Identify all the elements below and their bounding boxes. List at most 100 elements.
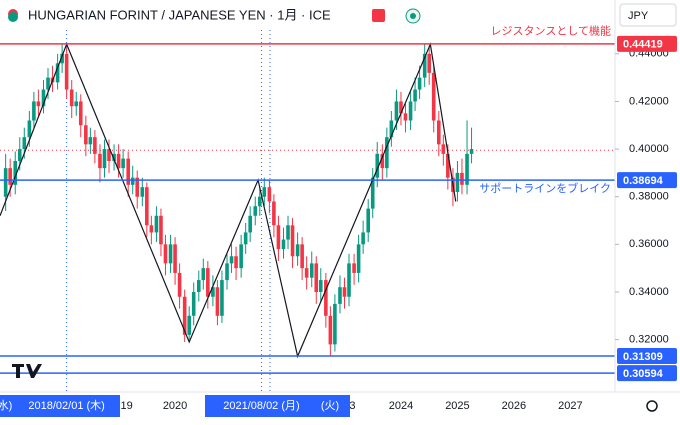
candle-body (17, 149, 22, 161)
candle-body (36, 101, 41, 107)
candle-body (342, 287, 347, 297)
x-tick-label: 19 (120, 400, 132, 412)
candle-body (159, 215, 163, 245)
symbol-title[interactable]: HUNGARIAN FORINT / JAPANESE YEN · 1月 · I… (28, 7, 331, 22)
candle-body (32, 101, 36, 121)
price-label-text: 0.44419 (623, 39, 663, 51)
candle-body (173, 244, 177, 273)
candle-body (154, 215, 159, 233)
candle-body (272, 201, 276, 226)
candle-body (328, 315, 333, 345)
candle-body (338, 287, 342, 304)
candle-body (78, 101, 83, 126)
candle-body (27, 120, 32, 138)
candle-body (102, 149, 107, 169)
candle-body (469, 149, 474, 154)
candle-body (220, 280, 224, 316)
candle-body (69, 89, 74, 107)
flag-button[interactable] (372, 9, 385, 22)
crosshair-date: (水) (0, 399, 12, 412)
currency-dropdown[interactable] (619, 3, 677, 27)
candle-body (356, 244, 361, 273)
price-label-text: 0.30594 (623, 368, 664, 380)
x-tick-label: 2024 (389, 400, 413, 412)
plot-area (0, 30, 615, 392)
candle-body (413, 89, 417, 102)
x-tick-label: 3 (349, 400, 355, 412)
annotation: レジスタンスとして機能 (491, 24, 611, 38)
candle-body (121, 158, 125, 169)
price-label-text: 0.31309 (623, 351, 663, 363)
candle-body (347, 263, 351, 297)
price-axis (615, 0, 680, 392)
candle-body (309, 263, 314, 278)
candle-body (441, 144, 446, 154)
candle-body (446, 153, 450, 178)
x-tick-label: 2027 (558, 400, 582, 412)
candle-body (41, 89, 46, 107)
candle-body (427, 53, 432, 73)
candle-body (385, 137, 389, 169)
candle-body (399, 101, 403, 114)
candle-body (145, 187, 149, 226)
candle-body (267, 187, 272, 202)
candle-body (211, 287, 215, 297)
candle-body (140, 187, 145, 197)
candle-body (229, 256, 234, 264)
price-label-text: 0.38694 (623, 175, 664, 187)
candle-body (196, 280, 201, 292)
candle-body (243, 232, 248, 245)
candle-body (225, 263, 229, 281)
candle-body (262, 187, 267, 197)
candle-body (135, 177, 140, 197)
candle-body (187, 315, 191, 335)
candle-body (403, 113, 408, 121)
candle-body (248, 215, 252, 233)
candle-body (417, 77, 422, 90)
candle-body (149, 225, 154, 233)
y-tick-label: 0.40000 (629, 143, 669, 155)
candle-body (394, 101, 399, 121)
candle-body (431, 72, 436, 121)
logo (12, 364, 42, 378)
crosshair-date: 2018/02/01 (木) (28, 399, 104, 412)
candle-body (253, 206, 258, 216)
candle-body (389, 120, 394, 138)
candle-body (281, 239, 286, 250)
candle-body (22, 137, 27, 150)
symbol-icon (8, 12, 18, 22)
candle-body (408, 101, 413, 121)
settings-button[interactable] (646, 400, 658, 412)
candle-body (460, 172, 464, 185)
candle-body (64, 53, 69, 90)
candle-body (74, 101, 79, 107)
price-label (617, 35, 677, 52)
candle-body (257, 196, 262, 207)
crosshair-date: 2021/08/02 (月) (223, 400, 299, 412)
candle-body (168, 244, 173, 264)
candle-body (112, 153, 116, 161)
candle-body (276, 225, 281, 250)
candle-body (55, 63, 60, 83)
candle-body (380, 153, 385, 169)
candle-body (163, 244, 168, 264)
candle-body (318, 280, 323, 292)
candle-body (361, 232, 365, 245)
candle-body (304, 268, 309, 278)
candle-body (352, 263, 356, 273)
status-dot (410, 13, 416, 19)
candle-body (295, 244, 300, 257)
price-label (617, 348, 677, 365)
candle-body (13, 160, 18, 185)
candle-body (422, 53, 427, 78)
candle-body (375, 153, 380, 178)
candle-body (455, 172, 460, 192)
candle-body (314, 263, 319, 292)
candle-body (366, 208, 371, 233)
candle-body (98, 153, 102, 169)
candle-body (60, 53, 64, 64)
candle-body (182, 296, 187, 335)
